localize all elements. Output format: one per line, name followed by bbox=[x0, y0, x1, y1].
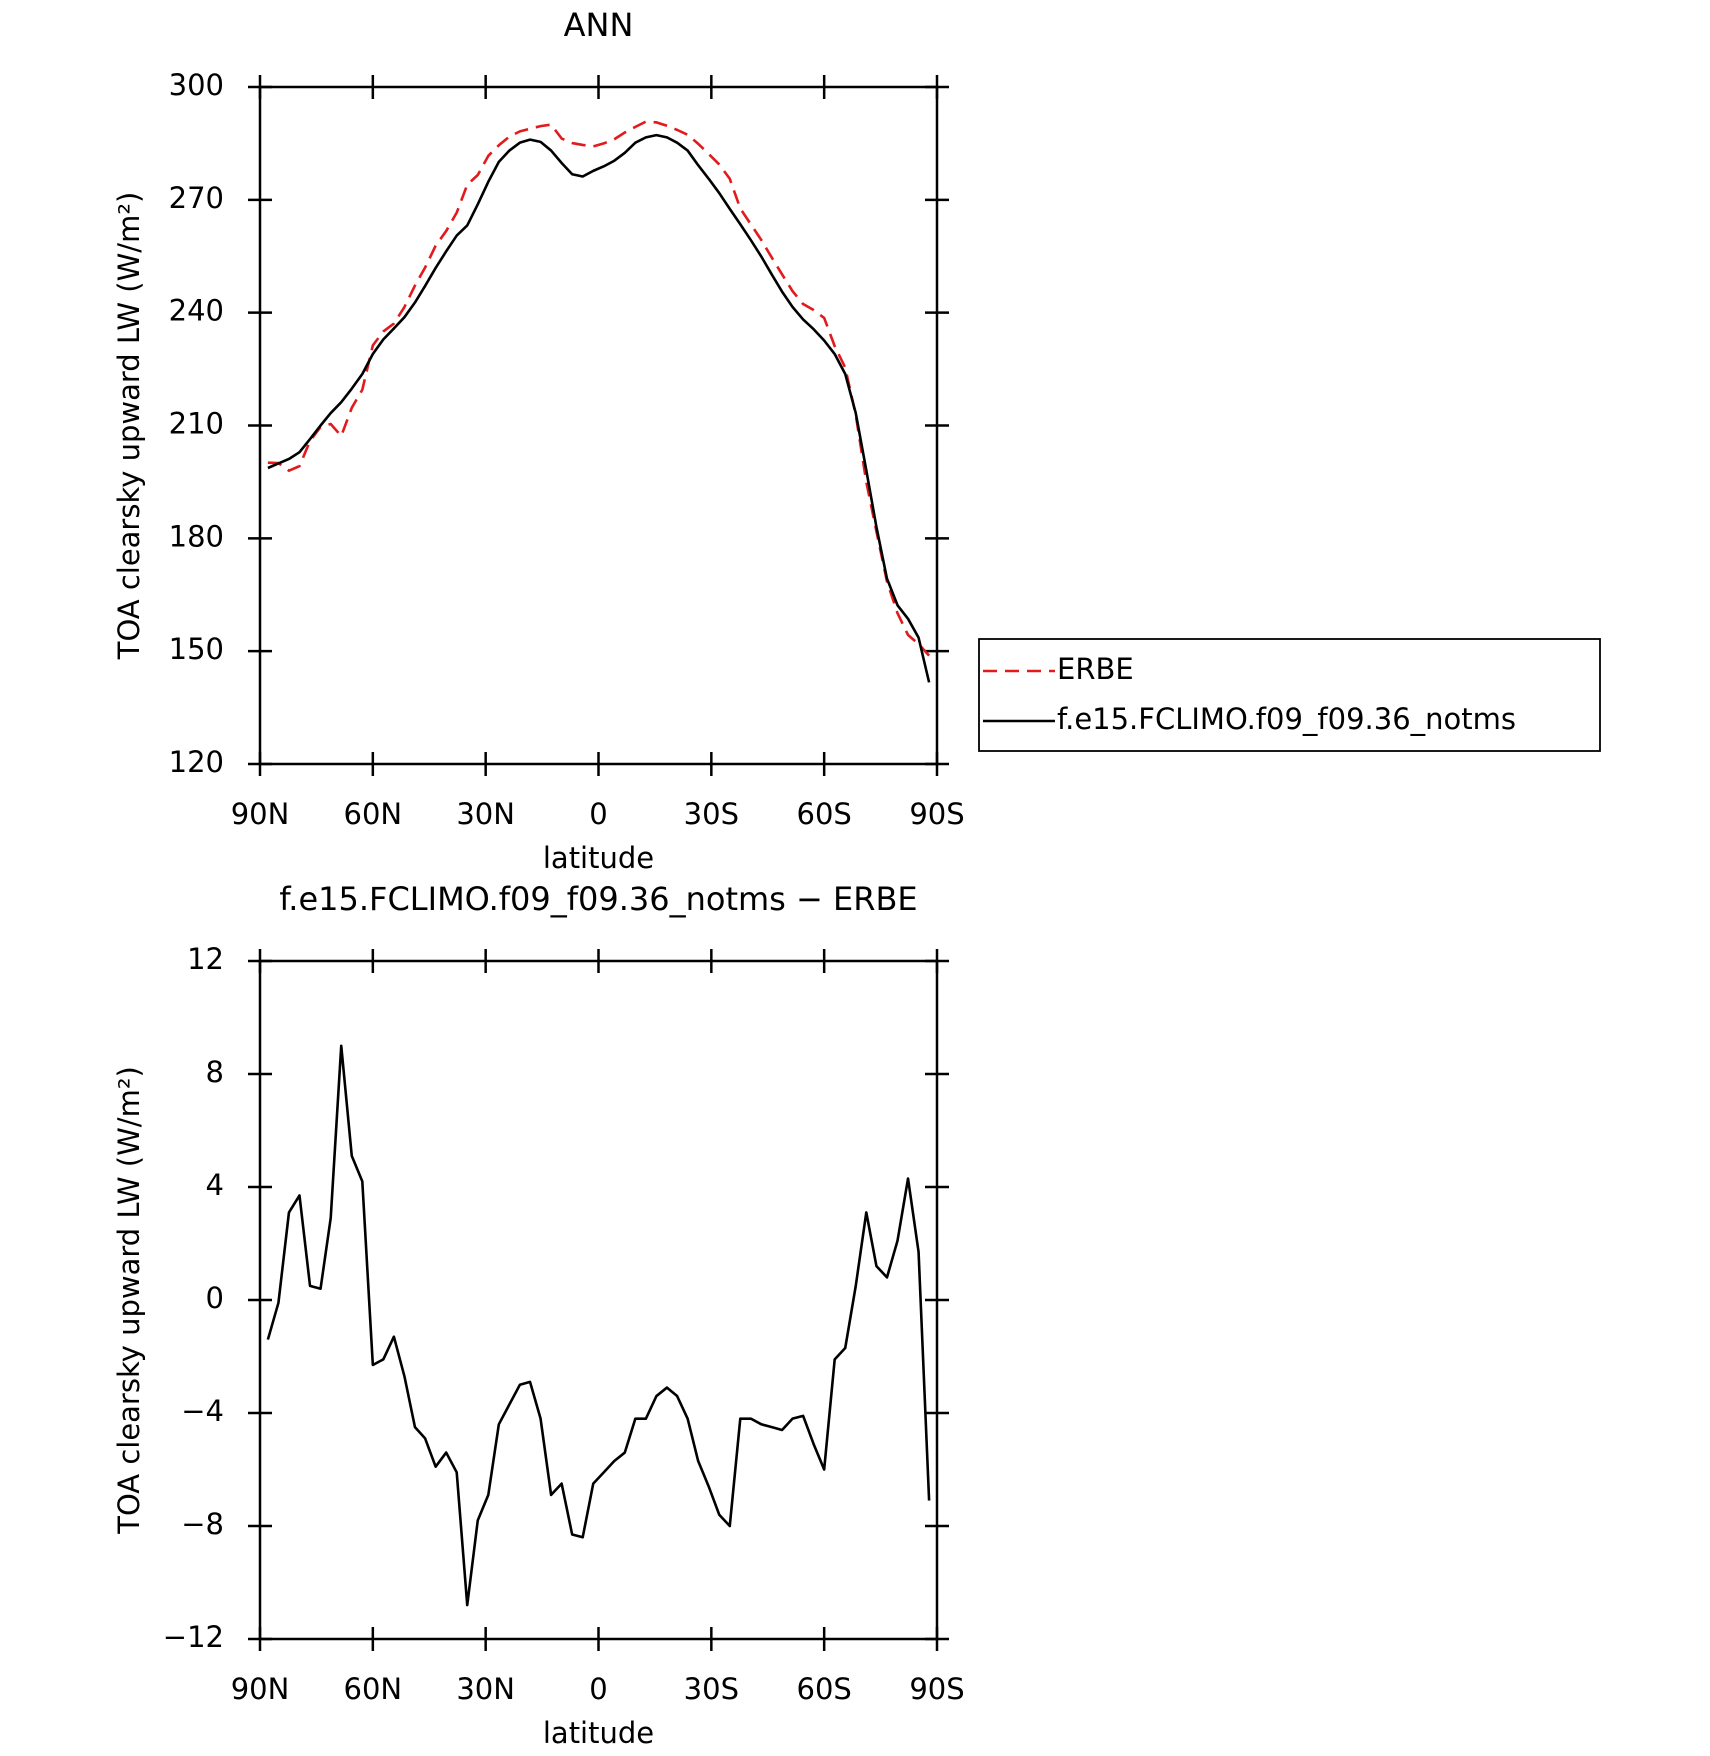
x-tick-label: 60N bbox=[344, 1672, 403, 1706]
x-tick-label: 0 bbox=[589, 1672, 607, 1706]
plot-frame bbox=[258, 959, 939, 1641]
x-axis-label: latitude bbox=[543, 841, 654, 875]
x-tick-label: 30N bbox=[456, 797, 515, 831]
x-tick-label: 0 bbox=[589, 797, 607, 831]
x-tick-label: 90N bbox=[231, 1672, 290, 1706]
legend-label: f.e15.FCLIMO.f09_f09.36_notms bbox=[1057, 702, 1516, 736]
y-tick-label: 210 bbox=[169, 407, 224, 441]
data-line bbox=[267, 120, 931, 657]
y-tick-label: −8 bbox=[181, 1507, 224, 1541]
legend-box bbox=[978, 638, 1601, 752]
x-tick-label: 30S bbox=[684, 797, 739, 831]
panel-title: ANN bbox=[564, 6, 634, 44]
x-tick-label: 60S bbox=[797, 797, 852, 831]
plot-frame bbox=[258, 85, 939, 766]
legend-label: ERBE bbox=[1057, 652, 1134, 686]
y-tick-label: 150 bbox=[169, 632, 224, 666]
data-line bbox=[266, 1044, 931, 1607]
panel-title: f.e15.FCLIMO.f09_f09.36_notms − ERBE bbox=[279, 880, 917, 918]
x-tick-label: 90S bbox=[909, 1672, 964, 1706]
panel: f.e15.FCLIMO.f09_f09.36_notms − ERBE −12 −… bbox=[112, 880, 965, 1750]
y-tick-label: 0 bbox=[206, 1281, 224, 1315]
x-tick-label: 90N bbox=[231, 797, 290, 831]
y-tick-label: 180 bbox=[169, 519, 224, 553]
y-axis-label: TOA clearsky upward LW (W/m²) bbox=[112, 1066, 146, 1535]
x-axis-label: latitude bbox=[543, 1716, 654, 1750]
x-tick-label: 30N bbox=[456, 1672, 515, 1706]
y-tick-label: 240 bbox=[169, 294, 224, 328]
y-tick-label: 8 bbox=[206, 1055, 224, 1089]
y-tick-label: 4 bbox=[206, 1168, 224, 1202]
data-line bbox=[267, 133, 931, 683]
x-tick-label: 60S bbox=[797, 1672, 852, 1706]
x-tick-label: 30S bbox=[684, 1672, 739, 1706]
y-tick-label: −4 bbox=[181, 1394, 224, 1428]
y-tick-label: 270 bbox=[169, 181, 224, 215]
panel: ANN 120 150 180 210 240 270 300 90N 60N 30N 0 30S 60S… bbox=[112, 6, 1601, 875]
y-tick-label: −12 bbox=[163, 1620, 224, 1654]
y-tick-label: 12 bbox=[187, 942, 224, 976]
y-axis-label: TOA clearsky upward LW (W/m²) bbox=[112, 192, 146, 661]
x-tick-label: 90S bbox=[909, 797, 964, 831]
y-tick-label: 300 bbox=[169, 68, 224, 102]
y-tick-label: 120 bbox=[169, 745, 224, 779]
x-tick-label: 60N bbox=[344, 797, 403, 831]
